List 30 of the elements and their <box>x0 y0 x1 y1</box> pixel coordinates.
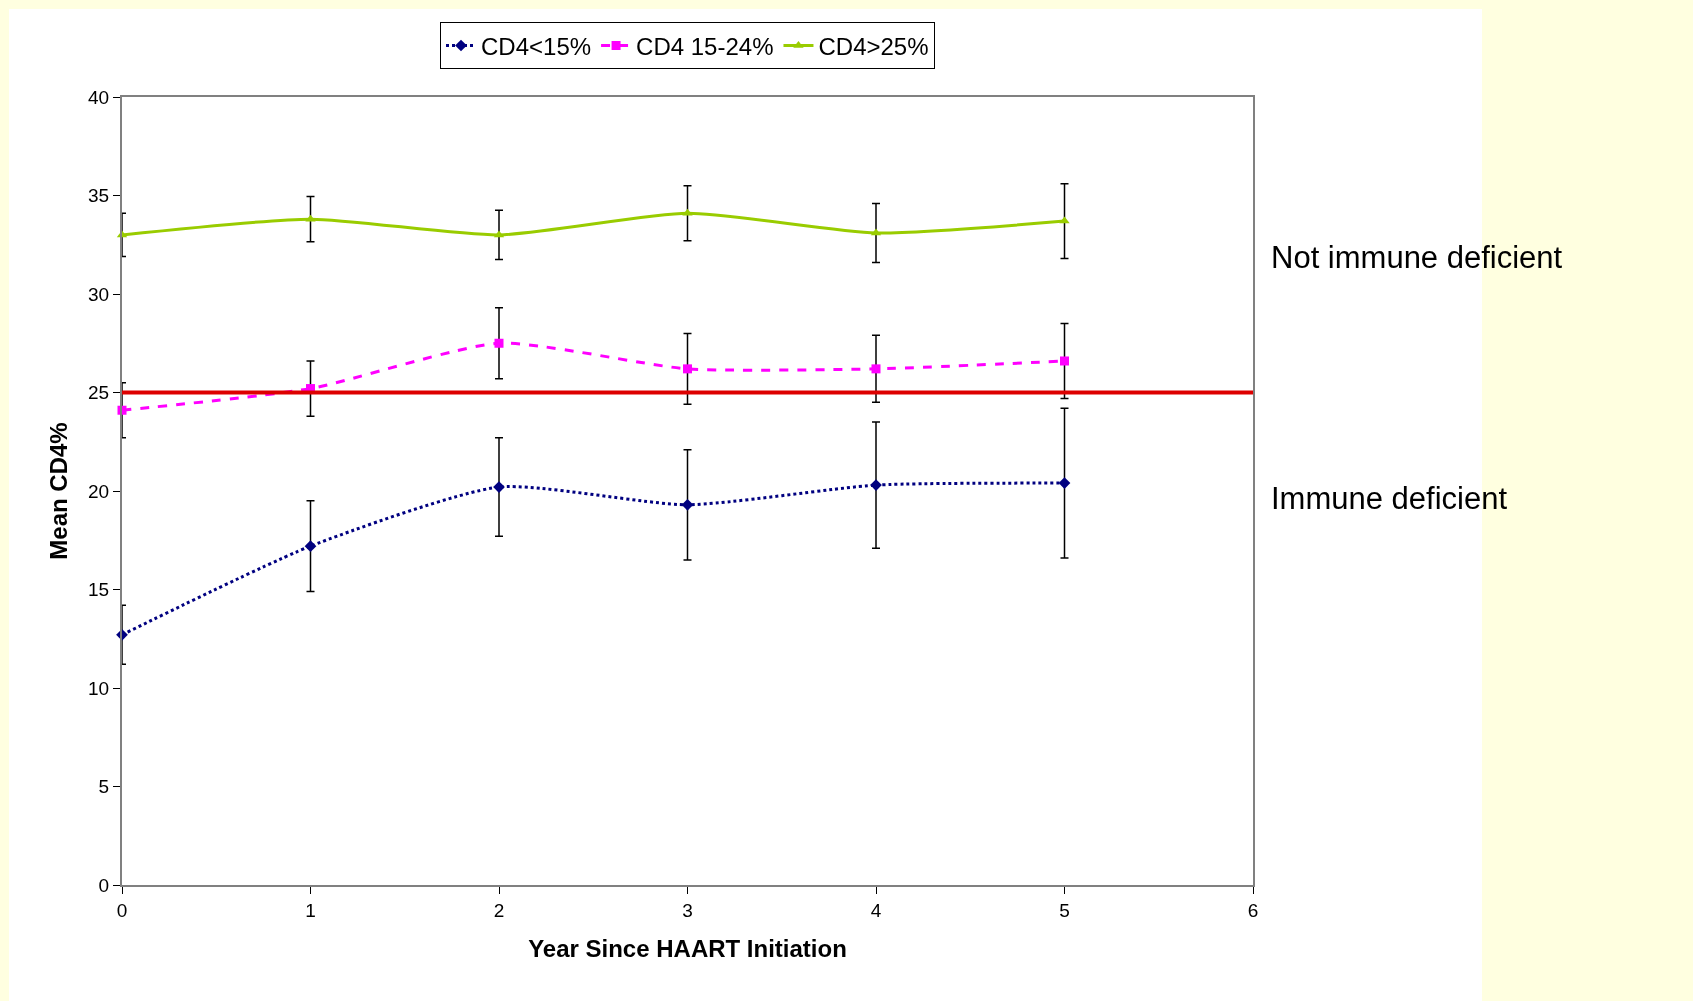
y-tick-label: 40 <box>88 86 110 108</box>
point <box>494 338 504 348</box>
text: Not immune deficient <box>1271 240 1563 275</box>
y-tick-label: 25 <box>88 382 110 404</box>
x-tick-label: 2 <box>493 899 505 921</box>
y-tick-label: 15 <box>88 579 110 601</box>
x-tick-label: 1 <box>305 899 316 921</box>
y-axis-title: Mean CD4% <box>44 422 72 560</box>
x-tick-label: 3 <box>682 899 693 921</box>
x-axis-title: Year Since HAART Initiation <box>528 934 847 962</box>
legend-label: CD4>25% <box>818 32 929 60</box>
x-tick-label: 5 <box>1059 899 1070 921</box>
y-tick-label: 20 <box>88 480 110 502</box>
point <box>1058 477 1071 489</box>
y-tick-label: 5 <box>98 776 110 798</box>
legend-label: CD4 15-24% <box>636 32 774 60</box>
point <box>871 364 881 374</box>
x-tick-label: 6 <box>1247 899 1259 921</box>
text: Immune deficient <box>1271 481 1508 516</box>
x-tick-label: 4 <box>870 899 882 921</box>
y-tick-label: 35 <box>88 185 110 207</box>
y-tick-label: 10 <box>88 677 110 699</box>
point <box>683 364 692 374</box>
point <box>1060 356 1069 366</box>
point <box>304 540 317 553</box>
y-tick-label: 30 <box>88 283 110 305</box>
legend-label: CD4<15% <box>481 32 592 60</box>
point <box>681 498 694 511</box>
x-tick-label: 0 <box>116 899 128 921</box>
y-tick-label: 0 <box>98 874 110 896</box>
